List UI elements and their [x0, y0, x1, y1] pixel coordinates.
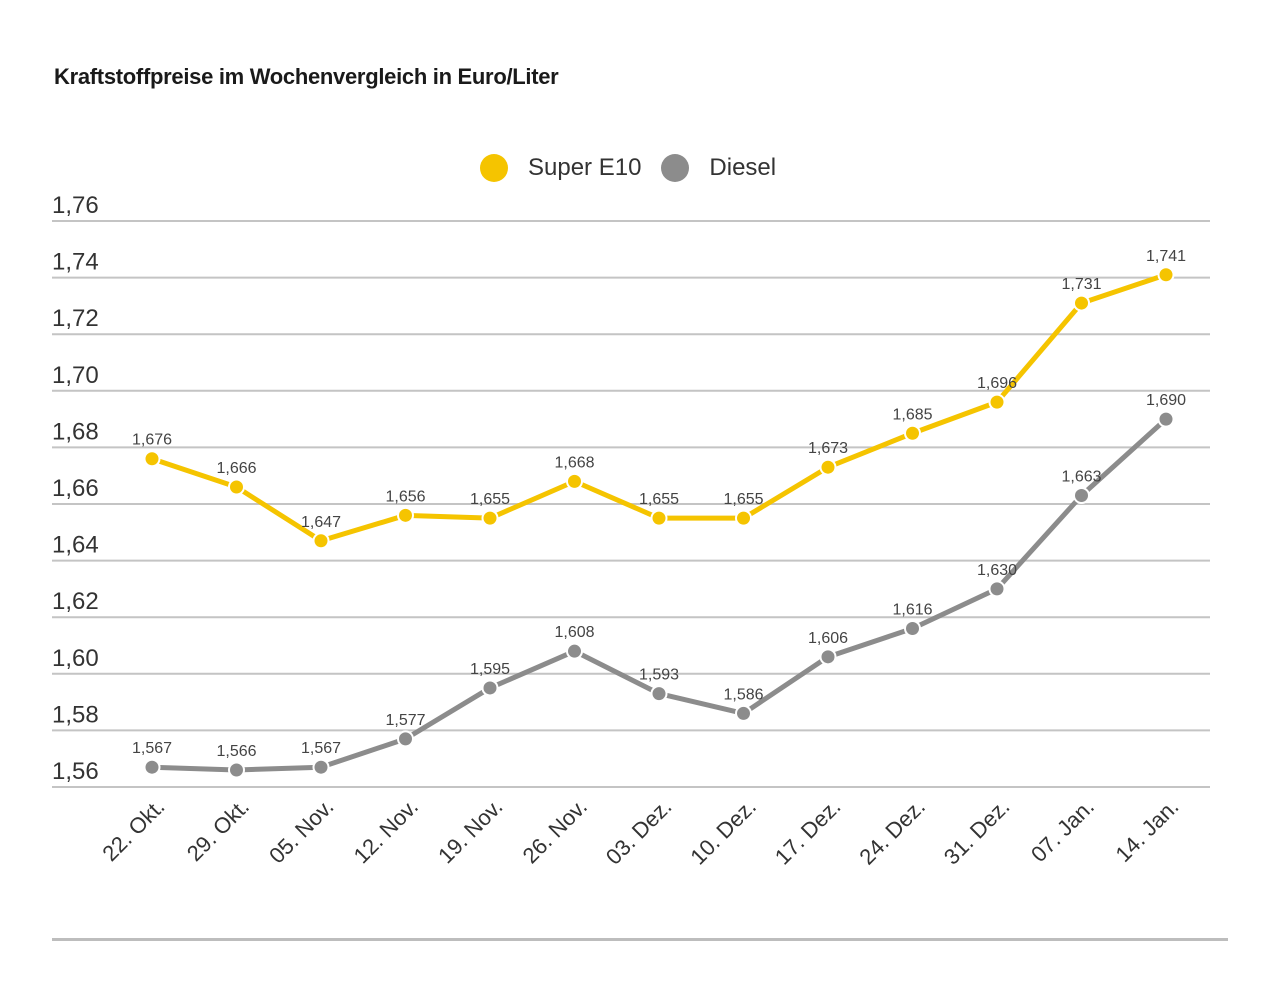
data-point	[228, 478, 245, 496]
data-point	[312, 532, 330, 550]
x-tick-label: 22. Okt.	[97, 794, 169, 866]
data-label: 1,655	[470, 491, 510, 508]
data-label: 1,566	[216, 743, 256, 760]
x-tick-label: 05. Nov.	[264, 794, 338, 868]
data-label: 1,656	[385, 488, 425, 505]
data-label: 1,647	[301, 514, 341, 531]
x-tick-label: 31. Dez.	[939, 794, 1015, 870]
data-label: 1,577	[385, 712, 425, 729]
data-label: 1,690	[1146, 392, 1186, 409]
data-point	[819, 648, 837, 666]
x-tick-label: 29. Okt.	[182, 794, 254, 866]
data-point	[1073, 487, 1090, 505]
data-label: 1,630	[977, 562, 1017, 579]
data-point	[566, 472, 583, 490]
legend-item-diesel: Diesel	[661, 154, 776, 182]
chart-title: Kraftstoffpreise im Wochenvergleich in E…	[54, 64, 559, 89]
data-point	[481, 509, 499, 527]
x-tick-label: 17. Dez.	[770, 794, 846, 870]
series-line-diesel	[151, 417, 1168, 773]
data-point	[1157, 266, 1175, 284]
data-point	[650, 685, 668, 703]
y-tick-label: 1,56	[52, 758, 99, 785]
legend: Super E10 Diesel	[480, 154, 796, 182]
data-point	[397, 730, 414, 748]
data-point	[904, 424, 921, 442]
data-label: 1,731	[1061, 276, 1101, 293]
y-tick-label: 1,70	[52, 362, 99, 389]
data-label: 1,673	[808, 440, 848, 457]
data-label: 1,616	[892, 602, 932, 619]
data-point	[904, 620, 921, 638]
x-tick-label: 26. Nov.	[518, 794, 592, 868]
x-tick-label: 12. Nov.	[349, 794, 423, 868]
data-point	[1157, 410, 1175, 428]
y-tick-label: 1,64	[52, 532, 99, 559]
data-label: 1,655	[723, 491, 763, 508]
y-tick-label: 1,62	[52, 588, 99, 615]
data-point	[312, 758, 330, 776]
data-point	[988, 393, 1006, 411]
y-tick-label: 1,58	[52, 701, 99, 728]
x-tick-label: 14. Jan.	[1111, 794, 1184, 867]
footer-divider	[52, 938, 1228, 941]
data-label: 1,685	[892, 406, 932, 423]
data-point	[1073, 294, 1090, 312]
data-label: 1,666	[216, 460, 256, 477]
data-label: 1,655	[639, 491, 679, 508]
data-point	[228, 761, 245, 779]
data-label: 1,663	[1061, 469, 1101, 486]
y-tick-label: 1,72	[52, 305, 99, 332]
data-point	[819, 458, 837, 476]
data-label: 1,676	[132, 432, 172, 449]
data-point	[566, 642, 583, 660]
data-label: 1,608	[554, 624, 594, 641]
y-tick-label: 1,66	[52, 475, 99, 502]
legend-label-super-e10: Super E10	[528, 154, 642, 181]
data-label: 1,593	[639, 667, 679, 684]
data-point	[143, 450, 161, 468]
data-label: 1,586	[723, 686, 763, 703]
data-point	[397, 506, 414, 524]
data-point	[143, 758, 161, 776]
data-label: 1,595	[470, 661, 510, 678]
x-tick-label: 10. Dez.	[685, 794, 761, 870]
x-tick-label: 07. Jan.	[1026, 794, 1099, 867]
data-label: 1,567	[132, 740, 172, 757]
x-tick-label: 19. Nov.	[433, 794, 507, 868]
legend-label-diesel: Diesel	[709, 154, 777, 181]
data-point	[650, 509, 668, 527]
data-point	[481, 679, 499, 697]
data-label: 1,668	[554, 454, 594, 471]
y-tick-label: 1,74	[52, 249, 99, 276]
data-point	[735, 704, 752, 722]
y-tick-label: 1,76	[52, 192, 99, 219]
legend-item-super-e10: Super E10	[480, 154, 641, 182]
data-label: 1,606	[808, 630, 848, 647]
data-label: 1,696	[977, 375, 1017, 392]
data-point	[735, 509, 752, 527]
legend-marker-super-e10	[480, 154, 508, 182]
data-point	[988, 580, 1006, 598]
x-tick-label: 03. Dez.	[601, 794, 677, 870]
data-label: 1,567	[301, 740, 341, 757]
data-label: 1,741	[1146, 248, 1186, 265]
x-tick-label: 24. Dez.	[854, 794, 930, 870]
y-tick-label: 1,68	[52, 418, 99, 445]
legend-marker-diesel	[661, 154, 690, 182]
y-tick-label: 1,60	[52, 645, 99, 672]
